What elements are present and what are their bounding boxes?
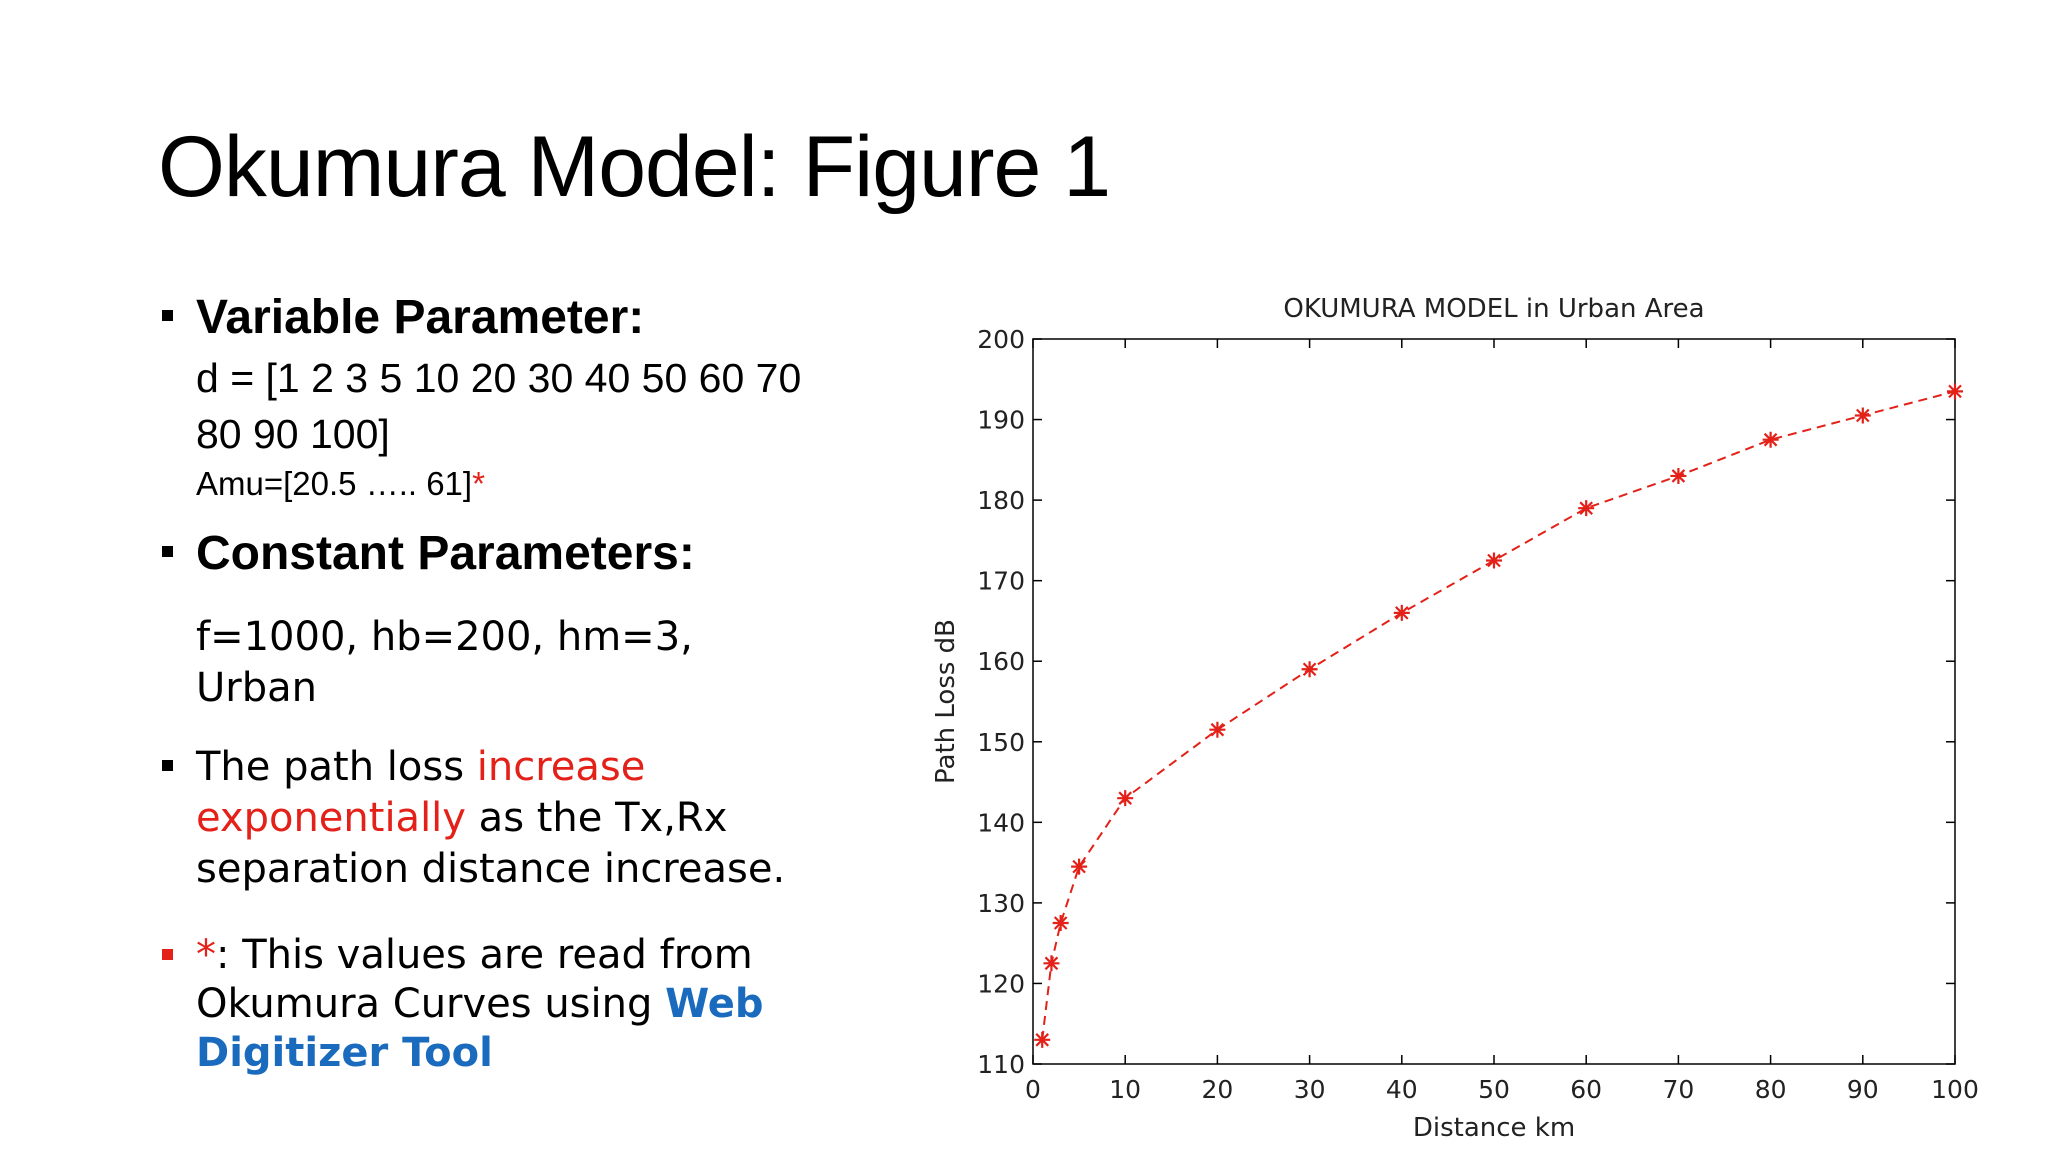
y-tick-label: 200	[977, 325, 1025, 354]
y-tick-label: 160	[977, 647, 1025, 676]
x-tick-label: 10	[1109, 1075, 1141, 1104]
chart-root: 0 10 20 30 40 50 60 70 80 90 100 110 120 130 140 150 160…	[931, 294, 1979, 1143]
bullet-marker	[162, 949, 173, 960]
y-tick-label: 140	[977, 808, 1025, 837]
variable-parameter-heading: Variable Parameter:	[196, 291, 645, 344]
data-point-marker	[1578, 500, 1595, 517]
x-tick-label: 70	[1662, 1075, 1694, 1104]
data-point-marker	[1854, 407, 1871, 424]
amu-text: Amu=[20.5 ….. 61]	[196, 465, 473, 502]
x-tick-label: 40	[1386, 1075, 1418, 1104]
data-point-marker	[1043, 955, 1060, 972]
path-loss-prefix: The path loss	[196, 744, 477, 790]
y-axis-label: Path Loss dB	[931, 619, 961, 784]
y-tick-label: 130	[977, 889, 1025, 918]
slide-title: Okumura Model: Figure 1	[158, 119, 1111, 215]
data-point-marker	[1071, 858, 1088, 875]
y-tick-label: 180	[977, 486, 1025, 515]
amu-star: *	[472, 465, 485, 502]
path-loss-note: The path loss increase exponentially as …	[196, 742, 836, 895]
x-tick-label: 50	[1478, 1075, 1510, 1104]
constant-values-line1: f=1000, hb=200, hm=3,	[196, 614, 693, 660]
path-loss-suffix: as the Tx,Rx separation distance increas…	[196, 795, 786, 892]
web-digitizer-link[interactable]: Web Digitizer Tool	[196, 981, 764, 1076]
data-point-marker	[1034, 1031, 1051, 1048]
series-line	[1041, 390, 1956, 1040]
distance-values-line1: d = [1 2 3 5 10 20 30 40 50 60 70	[196, 355, 802, 401]
y-tick-label: 150	[977, 728, 1025, 757]
x-tick-label: 90	[1847, 1075, 1879, 1104]
constant-values-line2: Urban	[196, 665, 317, 711]
distance-values-line2: 80 90 100]	[196, 411, 390, 457]
x-tick-label: 0	[1025, 1075, 1041, 1104]
bullet-path-loss-note: The path loss increase exponentially as …	[160, 742, 836, 895]
bullet-variable-parameter: Variable Parameter: d = [1 2 3 5 10 20 3…	[160, 290, 860, 506]
path-loss-highlight: increase exponentially	[196, 744, 646, 841]
chart-title: OKUMURA MODEL in Urban Area	[1283, 294, 1704, 324]
y-tick-label: 120	[977, 969, 1025, 998]
digitizer-text: : This values are read from Okumura Curv…	[196, 932, 753, 1027]
x-tick-label: 100	[1931, 1075, 1979, 1104]
bullet-digitizer-note: *: This values are read from Okumura Cur…	[160, 931, 796, 1078]
x-axis-label: Distance km	[1413, 1113, 1575, 1143]
bullet-marker	[162, 310, 173, 321]
x-tick-label: 80	[1755, 1075, 1787, 1104]
x-tick-label: 60	[1570, 1075, 1602, 1104]
digitizer-note: *: This values are read from Okumura Cur…	[196, 931, 796, 1078]
data-point-marker	[1486, 552, 1502, 569]
amu-values: Amu=[20.5 ….. 61]*	[196, 462, 860, 506]
x-tick-label: 20	[1201, 1075, 1233, 1104]
y-tick-label: 190	[977, 406, 1025, 435]
y-tick-label: 170	[977, 567, 1025, 596]
constant-parameters-heading: Constant Parameters:	[196, 527, 695, 580]
data-point-marker	[1117, 790, 1134, 807]
data-point-marker	[1393, 604, 1410, 621]
y-tick-label: 110	[977, 1050, 1025, 1079]
bullet-marker	[162, 546, 173, 557]
data-point-marker	[1209, 721, 1226, 738]
bullet-constant-parameters: Constant Parameters: f=1000, hb=200, hm=…	[160, 526, 860, 714]
plot-frame	[1032, 338, 1956, 1065]
x-tick-label: 30	[1294, 1075, 1326, 1104]
data-point-marker	[1301, 661, 1318, 678]
digitizer-star: *	[196, 932, 216, 978]
data-point-marker	[1670, 467, 1687, 484]
data-point-marker	[1947, 383, 1963, 400]
bullet-marker	[162, 760, 173, 771]
data-point-marker	[1052, 915, 1069, 932]
bullet-list: Variable Parameter: d = [1 2 3 5 10 20 3…	[160, 290, 860, 1078]
data-point-marker	[1762, 431, 1779, 448]
